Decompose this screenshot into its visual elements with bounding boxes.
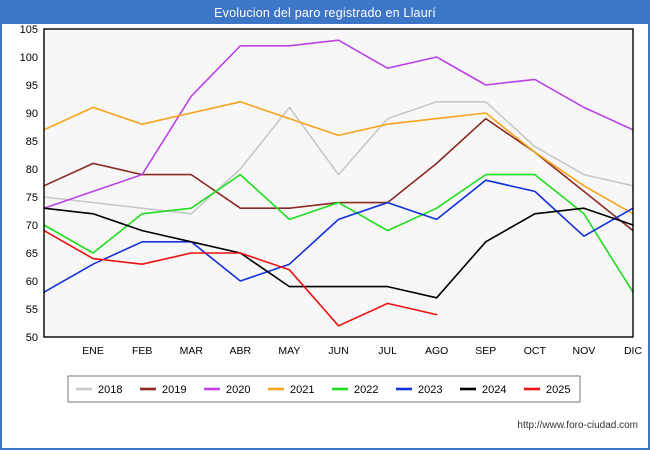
window-title-bar: Evolucion del paro registrado en Llaurí (2, 2, 648, 24)
y-axis-tick-label: 60 (26, 276, 38, 288)
x-axis-tick-label: NOV (573, 345, 596, 357)
series-line-2025 (43, 229, 438, 327)
x-axis-tick-label: ABR (230, 345, 252, 357)
y-axis-tick-label: 65 (26, 248, 38, 260)
y-axis-tick-label: 95 (26, 80, 38, 92)
legend-label-2024: 2024 (482, 384, 506, 396)
y-axis-tick-label: 55 (26, 304, 38, 316)
legend-item-2024[interactable]: 2024 (460, 384, 506, 396)
legend-item-2020[interactable]: 2020 (204, 384, 250, 396)
legend-item-2019[interactable]: 2019 (140, 384, 186, 396)
legend-label-2022: 2022 (354, 384, 378, 396)
x-axis-tick-label: JUN (328, 345, 348, 357)
legend-label-2018: 2018 (98, 384, 122, 396)
y-axis-tick-label: 100 (20, 52, 38, 64)
chart-axes: 50 55 60 65 70 75 80 85 90 95 100 105 ENE FEB MAR ABR MA… (20, 24, 643, 357)
legend-label-2023: 2023 (418, 384, 442, 396)
legend-item-2022[interactable]: 2022 (332, 384, 378, 396)
legend-label-2025: 2025 (546, 384, 570, 396)
series-line-2020 (43, 39, 634, 209)
series-line-2023 (43, 179, 634, 294)
series-line-2018 (43, 101, 634, 215)
legend-label-2019: 2019 (162, 384, 186, 396)
x-axis-tick-label: JUL (378, 345, 397, 357)
plot-background-rect (44, 29, 633, 337)
x-axis-tick-label: SEP (475, 345, 496, 357)
x-axis-tick-label: MAR (180, 345, 204, 357)
series-line-2024 (43, 207, 634, 299)
x-axis-tick-label: AGO (425, 345, 448, 357)
y-axis-tick-label: 85 (26, 136, 38, 148)
line-chart: 50 55 60 65 70 75 80 85 90 95 100 105 ENE FEB MAR ABR MA… (20, 24, 643, 431)
y-axis-tick-label: 70 (26, 220, 38, 232)
legend-item-2021[interactable]: 2021 (268, 384, 314, 396)
page-title: Evolucion del paro registrado en Llaurí (214, 6, 436, 20)
x-axis-tick-label: MAY (278, 345, 300, 357)
legend-item-2025[interactable]: 2025 (524, 384, 570, 396)
source-url: http://www.foro-ciudad.com (517, 420, 638, 431)
x-axis-tick-label: OCT (524, 345, 547, 357)
y-axis-tick-label: 80 (26, 164, 38, 176)
legend-label-2020: 2020 (226, 384, 250, 396)
y-axis-tick-label: 105 (20, 24, 38, 36)
chart-legend: 2018 2019 2020 2021 2022 2023 2024 2025 (67, 375, 581, 403)
legend-label-2021: 2021 (290, 384, 314, 396)
y-axis-tick-label: 90 (26, 108, 38, 120)
plot-border (43, 28, 634, 338)
series-line-2022 (43, 173, 634, 294)
y-axis-tick-label: 50 (26, 332, 38, 344)
x-axis-tick-label: FEB (132, 345, 152, 357)
series-line-2021 (43, 101, 634, 215)
x-axis-tick-label: DIC (624, 345, 643, 357)
y-axis-tick-label: 75 (26, 192, 38, 204)
chart-series-layer (43, 39, 634, 327)
plot-background (44, 29, 633, 337)
x-axis-tick-label: ENE (82, 345, 104, 357)
legend-item-2023[interactable]: 2023 (396, 384, 442, 396)
chart-area: 50 55 60 65 70 75 80 85 90 95 100 105 ENE FEB MAR ABR MA… (2, 24, 648, 448)
legend-item-2018[interactable]: 2018 (76, 384, 122, 396)
